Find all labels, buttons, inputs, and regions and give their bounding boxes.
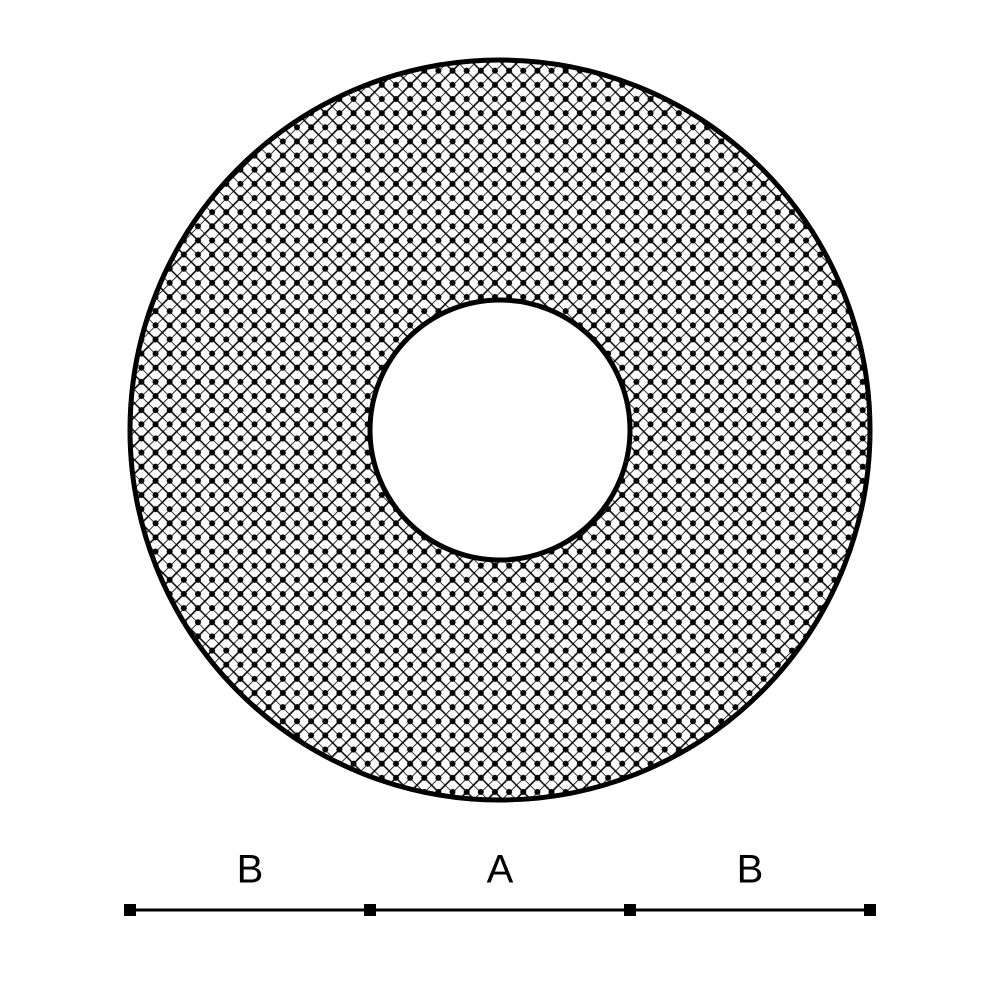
diagram-container: B A B <box>0 0 1000 1000</box>
dimension-tick <box>364 904 376 916</box>
dimension-label-left: B <box>237 848 264 893</box>
dimension-label-center: A <box>487 848 514 893</box>
dimension-tick <box>624 904 636 916</box>
dimension-label-right: B <box>737 848 764 893</box>
dimension-tick <box>124 904 136 916</box>
dimension-tick <box>864 904 876 916</box>
annulus <box>130 60 870 800</box>
